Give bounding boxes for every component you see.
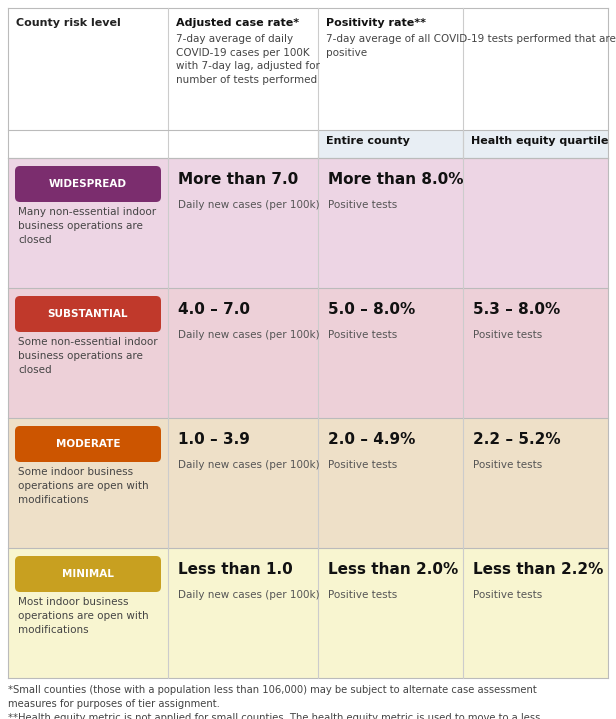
Bar xyxy=(8,130,318,158)
Text: *Small counties (those with a population less than 106,000) may be subject to al: *Small counties (those with a population… xyxy=(8,685,540,719)
Text: WIDESPREAD: WIDESPREAD xyxy=(49,179,127,189)
Text: Some non-essential indoor
business operations are
closed: Some non-essential indoor business opera… xyxy=(18,337,158,375)
Text: Less than 2.0%: Less than 2.0% xyxy=(328,562,458,577)
Text: Daily new cases (per 100k): Daily new cases (per 100k) xyxy=(178,200,320,210)
Text: 5.0 – 8.0%: 5.0 – 8.0% xyxy=(328,302,415,317)
Bar xyxy=(8,418,608,548)
Text: Daily new cases (per 100k): Daily new cases (per 100k) xyxy=(178,330,320,340)
FancyBboxPatch shape xyxy=(15,426,161,462)
Text: More than 7.0: More than 7.0 xyxy=(178,172,298,187)
Text: SUBSTANTIAL: SUBSTANTIAL xyxy=(48,309,128,319)
Text: Health equity quartile: Health equity quartile xyxy=(471,136,609,146)
Bar xyxy=(8,548,608,678)
Text: 4.0 – 7.0: 4.0 – 7.0 xyxy=(178,302,250,317)
Text: Positive tests: Positive tests xyxy=(328,200,397,210)
Text: Positive tests: Positive tests xyxy=(473,330,542,340)
Text: County risk level: County risk level xyxy=(16,18,121,28)
Text: Positivity rate**: Positivity rate** xyxy=(326,18,426,28)
Text: Entire county: Entire county xyxy=(326,136,410,146)
Text: Daily new cases (per 100k): Daily new cases (per 100k) xyxy=(178,590,320,600)
Text: More than 8.0%: More than 8.0% xyxy=(328,172,463,187)
Text: Positive tests: Positive tests xyxy=(328,460,397,470)
Text: Daily new cases (per 100k): Daily new cases (per 100k) xyxy=(178,460,320,470)
Bar xyxy=(318,130,608,158)
Text: 5.3 – 8.0%: 5.3 – 8.0% xyxy=(473,302,560,317)
Bar xyxy=(8,8,608,130)
Text: 7-day average of all COVID-19 tests performed that are
positive: 7-day average of all COVID-19 tests perf… xyxy=(326,34,616,58)
Text: MODERATE: MODERATE xyxy=(56,439,120,449)
Text: Most indoor business
operations are open with
modifications: Most indoor business operations are open… xyxy=(18,597,148,635)
Bar xyxy=(8,288,608,418)
Text: 1.0 – 3.9: 1.0 – 3.9 xyxy=(178,432,250,447)
Text: Positive tests: Positive tests xyxy=(473,460,542,470)
FancyBboxPatch shape xyxy=(15,296,161,332)
Bar xyxy=(8,158,608,288)
Text: Less than 2.2%: Less than 2.2% xyxy=(473,562,604,577)
Text: MINIMAL: MINIMAL xyxy=(62,569,114,579)
Text: 7-day average of daily
COVID-19 cases per 100K
with 7-day lag, adjusted for
numb: 7-day average of daily COVID-19 cases pe… xyxy=(176,34,320,85)
Text: Positive tests: Positive tests xyxy=(473,590,542,600)
Text: Many non-essential indoor
business operations are
closed: Many non-essential indoor business opera… xyxy=(18,207,156,245)
Text: Less than 1.0: Less than 1.0 xyxy=(178,562,293,577)
Text: 2.2 – 5.2%: 2.2 – 5.2% xyxy=(473,432,561,447)
FancyBboxPatch shape xyxy=(15,166,161,202)
Text: Positive tests: Positive tests xyxy=(328,590,397,600)
Text: 2.0 – 4.9%: 2.0 – 4.9% xyxy=(328,432,415,447)
Text: Positive tests: Positive tests xyxy=(328,330,397,340)
Text: Adjusted case rate*: Adjusted case rate* xyxy=(176,18,299,28)
Text: Some indoor business
operations are open with
modifications: Some indoor business operations are open… xyxy=(18,467,148,505)
FancyBboxPatch shape xyxy=(15,556,161,592)
